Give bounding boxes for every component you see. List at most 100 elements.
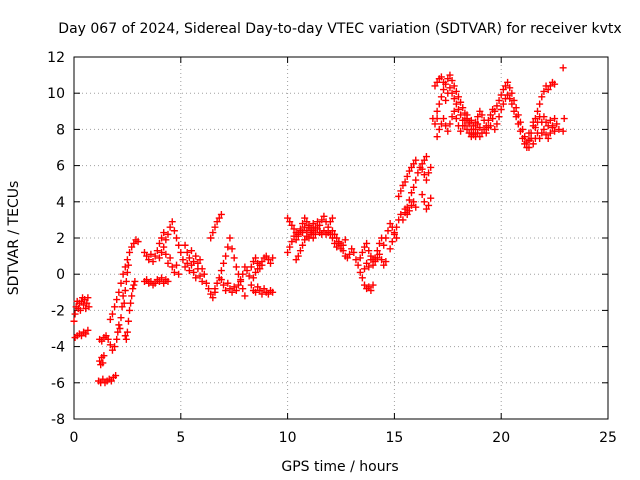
data-point bbox=[506, 95, 514, 103]
data-point bbox=[403, 172, 411, 180]
data-point bbox=[431, 82, 439, 90]
data-point bbox=[559, 127, 567, 135]
x-tick-label: 0 bbox=[70, 430, 79, 446]
data-point bbox=[352, 256, 360, 264]
data-point bbox=[538, 129, 546, 137]
data-point bbox=[175, 270, 183, 278]
data-point bbox=[258, 290, 266, 298]
data-point bbox=[254, 283, 262, 291]
data-point bbox=[175, 241, 183, 249]
data-point bbox=[207, 234, 215, 242]
data-point bbox=[147, 277, 155, 285]
data-point bbox=[122, 277, 130, 285]
data-point bbox=[128, 243, 136, 251]
data-point bbox=[504, 78, 512, 86]
data-point bbox=[294, 230, 302, 238]
data-point bbox=[198, 265, 206, 273]
y-tick-label: 4 bbox=[56, 195, 65, 211]
data-point bbox=[129, 285, 137, 293]
data-point bbox=[493, 120, 501, 128]
data-point bbox=[405, 167, 413, 175]
data-point bbox=[311, 230, 319, 238]
data-point bbox=[185, 254, 193, 262]
data-point bbox=[495, 96, 503, 104]
data-point bbox=[551, 80, 559, 88]
data-point bbox=[256, 286, 264, 294]
data-point bbox=[399, 216, 407, 224]
x-tick-label: 5 bbox=[176, 430, 185, 446]
y-tick-label: 8 bbox=[56, 122, 65, 138]
data-point bbox=[420, 156, 428, 164]
data-point bbox=[120, 299, 128, 307]
data-point bbox=[149, 258, 157, 266]
data-point bbox=[467, 116, 475, 124]
data-point bbox=[555, 125, 563, 133]
data-point bbox=[422, 176, 430, 184]
data-point bbox=[435, 100, 443, 108]
data-point bbox=[211, 223, 219, 231]
data-point bbox=[433, 78, 441, 86]
data-point bbox=[258, 261, 266, 269]
data-point bbox=[190, 268, 198, 276]
data-point bbox=[497, 105, 505, 113]
data-point bbox=[192, 274, 200, 282]
y-axis-label: SDTVAR / TECUs bbox=[6, 181, 22, 296]
data-point bbox=[71, 310, 79, 318]
data-point bbox=[487, 122, 495, 130]
data-point bbox=[512, 104, 520, 112]
data-point bbox=[448, 77, 456, 85]
data-point bbox=[410, 198, 418, 206]
data-point bbox=[341, 236, 349, 244]
data-point bbox=[162, 236, 170, 244]
data-point bbox=[395, 192, 403, 200]
data-point bbox=[546, 82, 554, 90]
data-point bbox=[363, 259, 371, 267]
data-point bbox=[147, 250, 155, 258]
data-point bbox=[108, 310, 116, 318]
data-point bbox=[77, 332, 85, 340]
data-point bbox=[155, 254, 163, 262]
y-tick-label: -4 bbox=[51, 340, 65, 356]
data-point bbox=[243, 267, 251, 275]
data-point bbox=[299, 229, 307, 237]
data-point bbox=[559, 64, 567, 72]
data-point bbox=[356, 254, 364, 262]
data-point bbox=[239, 270, 247, 278]
data-point bbox=[185, 267, 193, 275]
data-point bbox=[446, 84, 454, 92]
data-point bbox=[309, 227, 317, 235]
data-point bbox=[301, 214, 309, 222]
data-point bbox=[108, 346, 116, 354]
data-point bbox=[106, 315, 114, 323]
data-point bbox=[117, 279, 125, 287]
data-point bbox=[480, 125, 488, 133]
data-point bbox=[548, 122, 556, 130]
data-point bbox=[320, 227, 328, 235]
data-point bbox=[158, 234, 166, 242]
x-axis-label: GPS time / hours bbox=[281, 459, 398, 475]
data-point bbox=[155, 277, 163, 285]
data-point bbox=[420, 198, 428, 206]
data-point bbox=[534, 107, 542, 115]
data-point bbox=[256, 265, 264, 273]
data-point bbox=[264, 290, 272, 298]
data-point bbox=[459, 104, 467, 112]
data-point bbox=[170, 227, 178, 235]
data-point bbox=[401, 178, 409, 186]
data-point bbox=[544, 134, 552, 142]
data-point bbox=[134, 238, 142, 246]
data-point bbox=[454, 93, 462, 101]
data-point bbox=[450, 95, 458, 103]
data-point bbox=[200, 270, 208, 278]
data-point bbox=[168, 263, 176, 271]
data-point bbox=[213, 279, 221, 287]
data-point bbox=[414, 169, 422, 177]
data-point bbox=[211, 285, 219, 293]
data-point bbox=[501, 82, 509, 90]
data-point bbox=[388, 238, 396, 246]
data-point bbox=[410, 160, 418, 168]
data-point bbox=[217, 276, 225, 284]
data-point bbox=[328, 214, 336, 222]
data-point bbox=[226, 234, 234, 242]
data-point bbox=[187, 261, 195, 269]
